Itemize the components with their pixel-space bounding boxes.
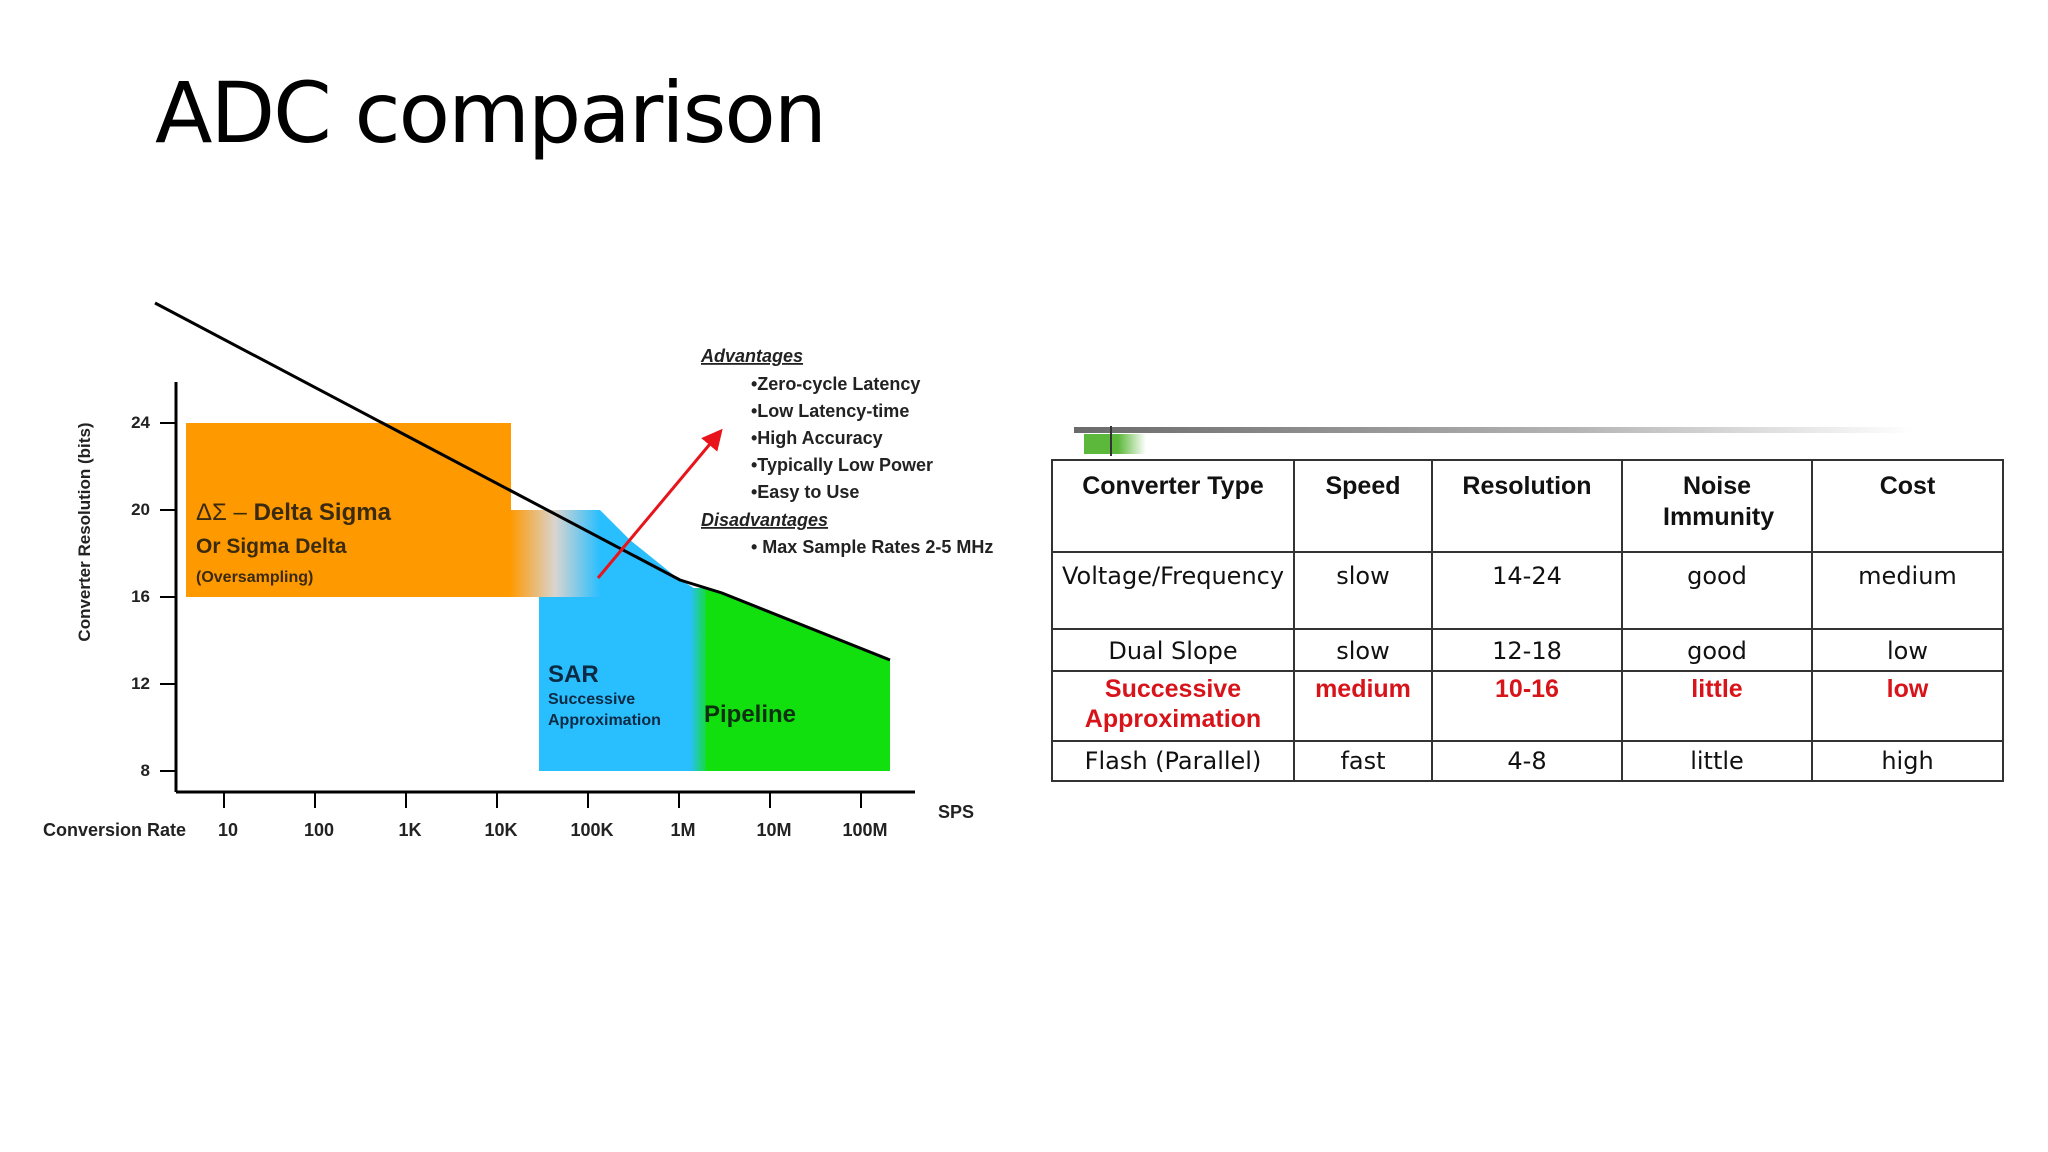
table-cell: slow bbox=[1293, 551, 1433, 630]
table-cell: slow bbox=[1293, 628, 1433, 672]
advantage-item: •Typically Low Power bbox=[751, 455, 933, 475]
adc-resolution-chart: 24 20 16 12 8 10 100 1K 10K 100K 1M 10M 100M Conver… bbox=[43, 301, 993, 840]
table-cell: 14-24 bbox=[1431, 551, 1623, 630]
table-cell: low bbox=[1811, 628, 2004, 672]
delta-sigma-sublabel: Or Sigma Delta bbox=[196, 535, 347, 558]
table-header-row: Converter Type Speed Resolution Noise Im… bbox=[1051, 459, 2004, 553]
y-tick-label: 12 bbox=[131, 674, 150, 693]
advantages-title: Advantages bbox=[700, 346, 803, 366]
advantage-item: •Easy to Use bbox=[751, 482, 859, 502]
table-cell: 12-18 bbox=[1431, 628, 1623, 672]
table-accent-tick bbox=[1110, 426, 1112, 456]
header-noise-immunity: Noise Immunity bbox=[1621, 459, 1813, 553]
table-cell: low bbox=[1811, 670, 2004, 742]
x-tick-label: 100 bbox=[304, 820, 334, 840]
table-cell: Voltage/Frequency bbox=[1051, 551, 1295, 630]
advantage-item: •Zero-cycle Latency bbox=[751, 374, 920, 394]
table-cell: fast bbox=[1293, 740, 1433, 782]
x-tick-label: 10 bbox=[218, 820, 238, 840]
table-cell: medium bbox=[1293, 670, 1433, 742]
table-row-highlighted: Successive Approximation medium 10-16 li… bbox=[1051, 670, 2004, 742]
advantages-list: •Zero-cycle Latency •Low Latency-time •Hig… bbox=[751, 374, 933, 502]
x-tick-label: 100K bbox=[570, 820, 613, 840]
table-cell: 10-16 bbox=[1431, 670, 1623, 742]
table-cell: 4-8 bbox=[1431, 740, 1623, 782]
slide-title: ADC comparison bbox=[155, 64, 827, 162]
pipeline-region bbox=[706, 588, 890, 771]
advantage-item: •High Accuracy bbox=[751, 428, 883, 448]
y-tick-label: 16 bbox=[131, 587, 150, 606]
table-row: Flash (Parallel) fast 4-8 little high bbox=[1051, 740, 2004, 782]
header-speed: Speed bbox=[1293, 459, 1433, 553]
delta-sigma-prefix: ΔΣ – bbox=[196, 499, 254, 526]
x-axis-ticks: 10 100 1K 10K 100K 1M 10M 100M bbox=[218, 792, 888, 840]
table-cell: little bbox=[1621, 740, 1813, 782]
x-tick-label: 100M bbox=[842, 820, 887, 840]
x-tick-label: 1M bbox=[670, 820, 695, 840]
delta-sigma-sar-blend bbox=[510, 510, 600, 597]
sar-label: SAR bbox=[548, 661, 599, 688]
disadvantages-title: Disadvantages bbox=[701, 510, 828, 530]
table-cell: good bbox=[1621, 551, 1813, 630]
table-cell: Dual Slope bbox=[1051, 628, 1295, 672]
x-tick-label: 10K bbox=[484, 820, 517, 840]
advantage-item: •Low Latency-time bbox=[751, 401, 909, 421]
table-cell: high bbox=[1811, 740, 2004, 782]
x-axis-label: Conversion Rate bbox=[43, 820, 186, 840]
table-cell: medium bbox=[1811, 551, 2004, 630]
table-cell: Successive Approximation bbox=[1051, 670, 1295, 742]
y-axis-label: Converter Resolution (bits) bbox=[75, 422, 94, 641]
sar-sublabel: Successive bbox=[548, 691, 635, 708]
delta-sigma-name: Delta Sigma bbox=[254, 499, 392, 526]
delta-sigma-note: (Oversampling) bbox=[196, 569, 313, 586]
pipeline-label: Pipeline bbox=[704, 701, 796, 728]
delta-sigma-label: ΔΣ – Delta Sigma bbox=[196, 499, 392, 526]
header-resolution: Resolution bbox=[1431, 459, 1623, 553]
header-cost: Cost bbox=[1811, 459, 2004, 553]
y-axis-ticks: 24 20 16 12 8 bbox=[131, 413, 176, 780]
y-tick-label: 24 bbox=[131, 413, 150, 432]
table-cell: good bbox=[1621, 628, 1813, 672]
sar-pipeline-blend bbox=[690, 588, 710, 771]
y-tick-label: 8 bbox=[141, 761, 150, 780]
sar-region bbox=[539, 510, 697, 771]
header-converter-type: Converter Type bbox=[1051, 459, 1295, 553]
table-row: Voltage/Frequency slow 14-24 good medium bbox=[1051, 551, 2004, 630]
annotation-arrow bbox=[596, 428, 723, 579]
y-tick-label: 20 bbox=[131, 500, 150, 519]
adc-comparison-table: Converter Type Speed Resolution Noise Im… bbox=[1051, 459, 2004, 782]
table-cell: Flash (Parallel) bbox=[1051, 740, 1295, 782]
table-row: Dual Slope slow 12-18 good low bbox=[1051, 628, 2004, 672]
x-tick-label: 10M bbox=[756, 820, 791, 840]
table-header-rule bbox=[1074, 427, 1914, 433]
table-cell: little bbox=[1621, 670, 1813, 742]
x-tick-label: 1K bbox=[398, 820, 421, 840]
x-axis-unit: SPS bbox=[938, 802, 974, 822]
delta-sigma-region bbox=[186, 423, 511, 597]
table-accent-bar bbox=[1084, 434, 1146, 454]
sar-note: Approximation bbox=[548, 712, 661, 729]
disadvantage-item: • Max Sample Rates 2-5 MHz bbox=[751, 537, 993, 557]
resolution-limit-line bbox=[154, 301, 891, 662]
